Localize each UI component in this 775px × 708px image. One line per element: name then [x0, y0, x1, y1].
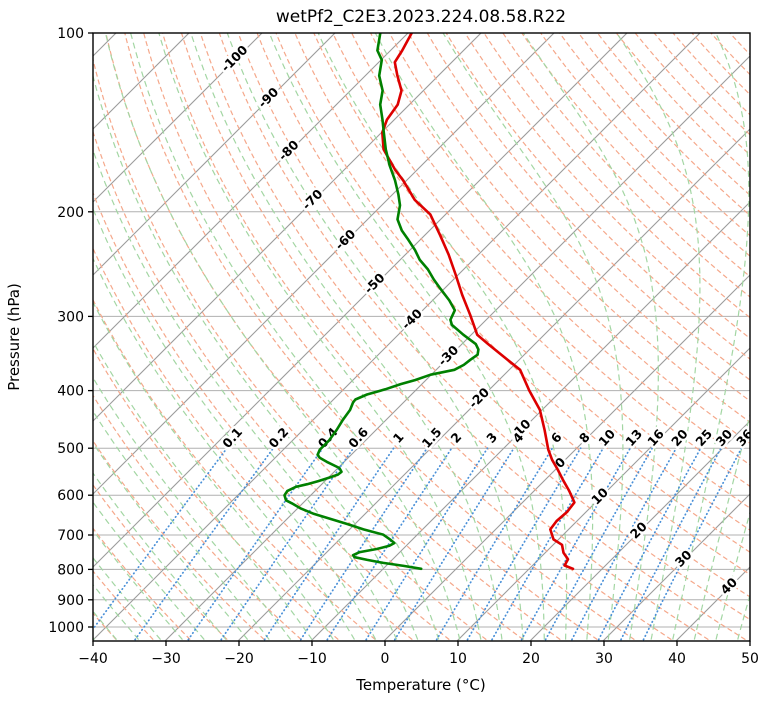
contour-label: 2 [447, 429, 464, 446]
contour-label: 25 [692, 426, 715, 449]
y-tick-label: 800 [57, 562, 84, 578]
isotherm-lines [93, 33, 750, 641]
temperature-curve [381, 33, 576, 571]
x-tick-label: 20 [522, 651, 540, 667]
y-tick-label: 200 [57, 205, 84, 221]
moist-adiabat-lines [93, 33, 750, 641]
y-tick-label: 100 [57, 26, 84, 42]
contour-label: 36 [733, 426, 756, 449]
contour-label: 10 [595, 426, 618, 449]
contour-label: -100 [218, 42, 251, 75]
mixing-ratio-lines [93, 447, 743, 641]
x-axis-label: Temperature (°C) [355, 676, 485, 694]
plot-area: -100-90-80-70-60-50-40-30-20-10010203040… [93, 33, 756, 641]
axes-layer: −40 −30 −20 −10 0 10 20 30 40 5010020030040050060… [48, 26, 759, 667]
x-tick-label: −30 [151, 651, 181, 667]
isobar-gridlines [93, 33, 750, 628]
contour-label: 0.2 [265, 424, 291, 451]
contour-label: 30 [672, 547, 695, 570]
contour-labels: -100-90-80-70-60-50-40-30-20-10010203040… [215, 39, 756, 600]
contour-label: 1.5 [419, 424, 445, 451]
x-tick-label: −20 [224, 651, 254, 667]
x-tick-label: 30 [595, 651, 613, 667]
y-ticks: 100 200 300 400 500 600 700 800 900 1000 [48, 26, 93, 636]
x-tick-label: 10 [449, 651, 467, 667]
chart-title: wetPf2_C2E3.2023.224.08.58.R22 [276, 7, 566, 27]
contour-label: -70 [299, 186, 326, 213]
contour-label: 8 [576, 429, 593, 446]
y-tick-label: 1000 [48, 620, 84, 636]
contour-label: 6 [548, 429, 565, 446]
y-tick-label: 600 [57, 488, 84, 504]
contour-label: 30 [713, 426, 736, 449]
x-tick-label: 0 [381, 651, 390, 667]
x-tick-label: 40 [668, 651, 686, 667]
x-ticks: −40 −30 −20 −10 0 10 20 30 40 50 [78, 641, 759, 667]
contour-label: -60 [332, 226, 359, 253]
y-tick-label: 400 [57, 384, 84, 400]
y-tick-label: 500 [57, 441, 84, 457]
x-tick-label: −40 [78, 651, 108, 667]
contour-label: 13 [622, 426, 645, 449]
dry-adiabat-lines [93, 33, 750, 641]
plot-layers: -100-90-80-70-60-50-40-30-20-10010203040… [93, 33, 756, 641]
x-tick-label: 50 [741, 651, 759, 667]
y-axis-label: Pressure (hPa) [5, 283, 23, 391]
contour-label: 3 [483, 429, 500, 446]
x-tick-label: −10 [297, 651, 327, 667]
y-tick-label: 700 [57, 528, 84, 544]
y-tick-label: 300 [57, 309, 84, 325]
dewpoint-curve [283, 33, 480, 571]
contour-label: 20 [627, 519, 650, 542]
y-tick-label: 900 [57, 593, 84, 609]
contour-label: -50 [361, 270, 388, 297]
contour-label: -20 [466, 384, 493, 411]
plot-border [92, 32, 751, 642]
